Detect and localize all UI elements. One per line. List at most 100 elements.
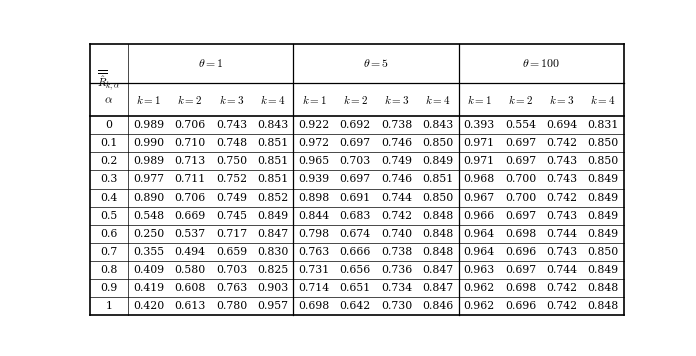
Text: 0.990: 0.990 <box>133 138 164 148</box>
Text: 0.698: 0.698 <box>299 302 330 312</box>
Text: 0.890: 0.890 <box>133 193 164 203</box>
Text: 0.419: 0.419 <box>133 283 164 293</box>
Text: 0.393: 0.393 <box>464 120 495 130</box>
Text: 0.7: 0.7 <box>100 247 118 257</box>
Text: 0.554: 0.554 <box>505 120 536 130</box>
Text: 0.697: 0.697 <box>340 138 371 148</box>
Text: 0.537: 0.537 <box>175 229 205 239</box>
Text: 0.710: 0.710 <box>175 138 206 148</box>
Text: 0.494: 0.494 <box>175 247 205 257</box>
Text: 0.697: 0.697 <box>505 156 536 166</box>
Text: 0.744: 0.744 <box>546 229 577 239</box>
Text: 0.850: 0.850 <box>587 138 619 148</box>
Text: 0.962: 0.962 <box>464 283 495 293</box>
Text: 0.843: 0.843 <box>257 120 288 130</box>
Text: 0.666: 0.666 <box>340 247 371 257</box>
Text: 0.744: 0.744 <box>381 193 412 203</box>
Text: 0.738: 0.738 <box>381 120 412 130</box>
Text: 0.696: 0.696 <box>505 247 536 257</box>
Text: 0.696: 0.696 <box>505 302 536 312</box>
Text: 0.700: 0.700 <box>505 193 536 203</box>
Text: $k = 4$: $k = 4$ <box>260 93 285 106</box>
Text: 0.700: 0.700 <box>505 174 536 184</box>
Text: 0.9: 0.9 <box>100 283 118 293</box>
Text: $k = 3$: $k = 3$ <box>549 93 574 106</box>
Text: 0.740: 0.740 <box>381 229 412 239</box>
Text: 0.763: 0.763 <box>216 283 247 293</box>
Text: 0.825: 0.825 <box>257 265 288 275</box>
Text: 0.742: 0.742 <box>546 283 577 293</box>
Text: 0.963: 0.963 <box>464 265 495 275</box>
Text: 0.608: 0.608 <box>175 283 206 293</box>
Text: 0.717: 0.717 <box>216 229 247 239</box>
Text: 0.355: 0.355 <box>133 247 164 257</box>
Text: 0.743: 0.743 <box>546 211 577 221</box>
Text: $k = 3$: $k = 3$ <box>384 93 409 106</box>
Text: 0.742: 0.742 <box>546 193 577 203</box>
Text: 0.697: 0.697 <box>340 174 371 184</box>
Text: 0.580: 0.580 <box>175 265 206 275</box>
Text: 0.250: 0.250 <box>133 229 164 239</box>
Text: 0.692: 0.692 <box>340 120 371 130</box>
Text: 0.966: 0.966 <box>464 211 495 221</box>
Text: 0: 0 <box>105 120 113 130</box>
Text: 0.898: 0.898 <box>299 193 330 203</box>
Text: $k = 2$: $k = 2$ <box>177 93 203 106</box>
Text: $k = 1$: $k = 1$ <box>301 93 326 106</box>
Text: 1: 1 <box>105 302 113 312</box>
Text: 0.736: 0.736 <box>381 265 412 275</box>
Text: 0.971: 0.971 <box>464 138 495 148</box>
Text: $\theta = 100$: $\theta = 100$ <box>522 57 560 70</box>
Text: 0.548: 0.548 <box>133 211 164 221</box>
Text: 0.743: 0.743 <box>546 174 577 184</box>
Text: 0.698: 0.698 <box>505 229 536 239</box>
Text: 0.706: 0.706 <box>175 120 206 130</box>
Text: 0.742: 0.742 <box>381 211 412 221</box>
Text: 0.968: 0.968 <box>464 174 495 184</box>
Text: 0.738: 0.738 <box>381 247 412 257</box>
Text: 0.2: 0.2 <box>100 156 118 166</box>
Text: 0.703: 0.703 <box>216 265 247 275</box>
Text: 0.674: 0.674 <box>340 229 371 239</box>
Text: 0.964: 0.964 <box>464 247 495 257</box>
Text: $\overline{\overline{\hat{R}}}_{k,\alpha}$: $\overline{\overline{\hat{R}}}_{k,\alpha… <box>97 68 120 92</box>
Text: 0.3: 0.3 <box>100 174 118 184</box>
Text: 0.847: 0.847 <box>257 229 288 239</box>
Text: 0.749: 0.749 <box>216 193 247 203</box>
Text: 0.743: 0.743 <box>546 247 577 257</box>
Text: 0.962: 0.962 <box>464 302 495 312</box>
Text: 0.703: 0.703 <box>340 156 371 166</box>
Text: 0.742: 0.742 <box>546 138 577 148</box>
Text: 0.831: 0.831 <box>587 120 619 130</box>
Text: 0.694: 0.694 <box>546 120 577 130</box>
Text: 0.613: 0.613 <box>175 302 206 312</box>
Text: $k = 1$: $k = 1$ <box>136 93 161 106</box>
Text: 0.849: 0.849 <box>587 174 619 184</box>
Text: 0.730: 0.730 <box>381 302 412 312</box>
Text: 0.972: 0.972 <box>299 138 329 148</box>
Text: 0.711: 0.711 <box>175 174 206 184</box>
Text: 0.698: 0.698 <box>505 283 536 293</box>
Text: 0.659: 0.659 <box>216 247 247 257</box>
Text: 0.851: 0.851 <box>257 156 288 166</box>
Text: 0.656: 0.656 <box>340 265 371 275</box>
Text: 0.706: 0.706 <box>175 193 206 203</box>
Text: 0.748: 0.748 <box>216 138 247 148</box>
Text: $k = 4$: $k = 4$ <box>425 93 450 106</box>
Text: 0.683: 0.683 <box>340 211 371 221</box>
Text: 0.847: 0.847 <box>422 283 453 293</box>
Text: 0.848: 0.848 <box>587 302 619 312</box>
Text: 0.714: 0.714 <box>299 283 329 293</box>
Text: 0.742: 0.742 <box>546 302 577 312</box>
Text: 0.849: 0.849 <box>587 229 619 239</box>
Text: 0.850: 0.850 <box>422 138 454 148</box>
Text: 0.903: 0.903 <box>257 283 288 293</box>
Text: 0.750: 0.750 <box>216 156 247 166</box>
Text: 0.743: 0.743 <box>216 120 247 130</box>
Text: 0.734: 0.734 <box>381 283 412 293</box>
Text: 0.977: 0.977 <box>134 174 164 184</box>
Text: 0.6: 0.6 <box>100 229 118 239</box>
Text: 0.830: 0.830 <box>257 247 288 257</box>
Text: 0.731: 0.731 <box>299 265 330 275</box>
Text: 0.749: 0.749 <box>381 156 412 166</box>
